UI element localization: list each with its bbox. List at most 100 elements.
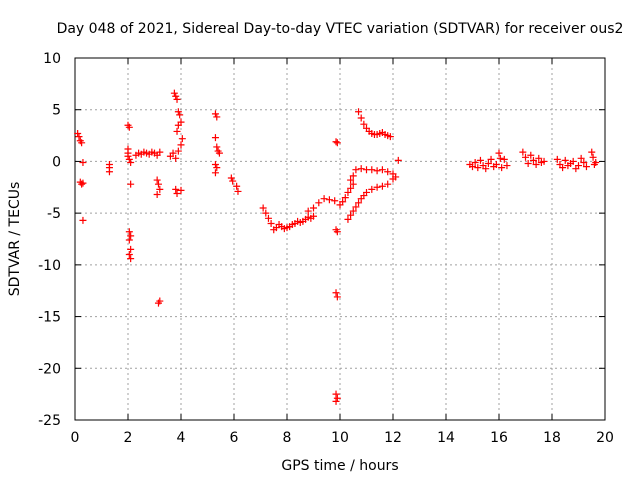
data-point: [471, 158, 479, 166]
data-point: [333, 394, 341, 402]
data-point: [320, 195, 328, 203]
data-point: [174, 147, 182, 155]
data-point: [589, 153, 597, 161]
data-point: [211, 134, 219, 142]
data-point: [347, 176, 355, 184]
data-point: [474, 164, 482, 172]
data-point: [333, 293, 341, 301]
data-point: [592, 158, 600, 166]
data-point: [519, 148, 527, 156]
y-tick-label: -5: [47, 206, 61, 222]
data-point: [368, 185, 376, 193]
y-tick-label: 0: [52, 154, 61, 170]
data-point: [124, 149, 132, 157]
x-tick-label: 10: [331, 430, 349, 446]
y-tick-labels: 10 5 0 -5 -10 -15 -20 -25: [38, 51, 61, 429]
data-point: [325, 196, 333, 204]
y-tick-label: -25: [38, 413, 61, 429]
chart-title: Day 048 of 2021, Sidereal Day-to-day VTE…: [57, 21, 624, 37]
data-point: [125, 123, 133, 131]
x-tick-label: 18: [543, 430, 561, 446]
data-point: [577, 154, 585, 162]
data-point: [125, 251, 133, 259]
data-point: [172, 154, 180, 162]
data-point: [492, 161, 500, 169]
data-point: [211, 161, 219, 169]
data-point: [173, 189, 181, 197]
data-point: [75, 133, 83, 141]
data-points: [74, 89, 600, 405]
data-point: [535, 154, 543, 162]
data-point: [215, 149, 223, 157]
data-point: [173, 127, 181, 135]
data-point: [177, 118, 185, 126]
data-point: [211, 169, 219, 177]
x-tick-label: 4: [177, 430, 186, 446]
data-point: [384, 168, 392, 176]
data-point: [378, 182, 386, 190]
data-point: [532, 161, 540, 169]
data-point: [178, 135, 186, 143]
data-point: [264, 214, 272, 222]
data-point: [469, 163, 476, 171]
data-point: [522, 153, 529, 161]
x-tick-label: 6: [230, 430, 239, 446]
data-point: [304, 207, 312, 215]
x-tick-label: 16: [490, 430, 508, 446]
data-point: [234, 187, 242, 195]
data-point: [262, 209, 270, 217]
data-point: [125, 155, 133, 163]
data-point: [227, 174, 235, 182]
data-point: [172, 185, 180, 193]
data-point: [575, 162, 582, 170]
data-point: [79, 158, 87, 166]
data-point: [332, 289, 340, 297]
x-tick-label: 12: [384, 430, 402, 446]
data-point: [156, 185, 164, 193]
data-point: [333, 228, 341, 236]
data-point: [332, 138, 340, 146]
y-tick-label: 5: [52, 103, 61, 119]
data-point: [373, 183, 381, 191]
data-point: [524, 159, 532, 167]
data-point: [482, 165, 490, 173]
data-point: [156, 148, 164, 156]
x-tick-label: 20: [596, 430, 614, 446]
data-point: [127, 245, 135, 253]
data-point: [339, 198, 347, 206]
data-point: [170, 89, 178, 97]
y-axis-label: SDTVAR / TECUs: [7, 182, 23, 297]
data-point: [229, 177, 237, 185]
data-point: [267, 219, 275, 227]
x-tick-label: 14: [437, 430, 455, 446]
data-point: [347, 211, 355, 219]
x-axis-label: GPS time / hours: [281, 458, 398, 474]
data-point: [495, 149, 503, 157]
x-tick-label: 8: [283, 430, 292, 446]
data-point: [177, 186, 185, 194]
data-point: [368, 166, 376, 174]
data-point: [213, 113, 221, 121]
axis-ticks: [74, 57, 606, 421]
data-point: [74, 130, 82, 138]
data-point: [378, 166, 386, 174]
data-point: [310, 212, 317, 220]
data-point: [172, 92, 180, 100]
data-point: [332, 390, 340, 398]
data-point: [125, 228, 133, 236]
data-point: [357, 165, 365, 173]
data-point: [357, 114, 365, 122]
data-point: [78, 139, 86, 147]
data-point: [331, 197, 339, 205]
data-point: [344, 188, 352, 196]
data-point: [476, 156, 484, 164]
data-point: [527, 151, 535, 159]
y-tick-label: -10: [38, 258, 61, 274]
data-point: [213, 143, 221, 151]
data-point: [153, 191, 161, 199]
data-point: [333, 139, 341, 147]
data-point: [355, 108, 363, 116]
data-point: [213, 164, 221, 172]
data-point: [177, 141, 185, 149]
data-point: [386, 133, 394, 141]
